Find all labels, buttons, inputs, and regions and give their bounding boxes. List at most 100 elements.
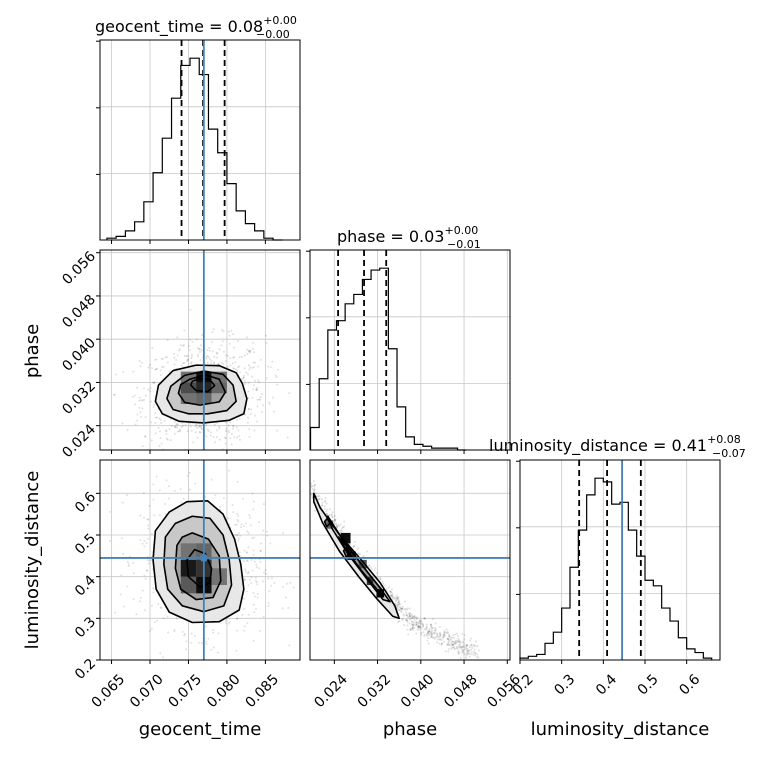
scatter-point [200, 349, 203, 352]
scatter-point [161, 366, 164, 369]
scatter-point [452, 640, 455, 643]
scatter-point [464, 653, 467, 656]
title-luminosity-distance-minus: −0.07 [712, 447, 746, 460]
scatter-point [230, 329, 233, 332]
scatter-point [334, 518, 337, 521]
scatter-point [256, 583, 259, 586]
scatter-point [139, 596, 142, 599]
scatter-point [250, 558, 253, 561]
scatter-point [423, 635, 426, 638]
scatter-point [210, 478, 213, 481]
scatter-point [418, 619, 421, 622]
scatter-point [157, 426, 160, 429]
scatter-point [340, 530, 343, 533]
scatter-point [469, 653, 472, 656]
scatter-point [258, 398, 261, 401]
scatter-point [416, 625, 419, 628]
scatter-point [311, 484, 314, 487]
scatter-point [411, 620, 414, 623]
scatter-point [252, 366, 255, 369]
scatter-point [397, 601, 400, 604]
scatter-point [292, 586, 295, 589]
scatter-point [449, 636, 452, 639]
scatter-point [153, 382, 156, 385]
scatter-point [409, 627, 412, 630]
scatter-point [126, 429, 129, 432]
scatter-point [230, 432, 233, 435]
scatter-point [173, 629, 176, 632]
scatter-point [465, 644, 468, 647]
scatter-point [455, 632, 458, 635]
scatter-point [313, 485, 316, 488]
scatter-point [120, 574, 123, 577]
scatter-point [224, 430, 227, 433]
scatter-point [313, 489, 316, 492]
scatter-point [209, 431, 212, 434]
scatter-point [215, 356, 218, 359]
scatter-point [186, 354, 189, 357]
density-cell [340, 532, 351, 544]
scatter-point [467, 652, 470, 655]
scatter-point [270, 577, 273, 580]
scatter-point [159, 418, 162, 421]
scatter-point [245, 371, 248, 374]
scatter-point [254, 414, 257, 417]
scatter-point [395, 599, 398, 602]
scatter-point [321, 498, 324, 501]
scatter-point [367, 565, 370, 568]
scatter-point [265, 377, 268, 380]
scatter-point [265, 334, 268, 337]
scatter-point [236, 480, 239, 483]
scatter-point [246, 560, 249, 563]
scatter-point [334, 519, 337, 522]
scatter-point [432, 627, 435, 630]
scatter-point [251, 537, 254, 540]
scatter-point [236, 629, 239, 632]
scatter-point [155, 368, 158, 371]
scatter-point [143, 609, 146, 612]
scatter-point [236, 617, 239, 620]
scatter-point [198, 641, 201, 644]
scatter-point [139, 365, 142, 368]
scatter-point [242, 629, 245, 632]
scatter-point [275, 376, 278, 379]
scatter-point [138, 406, 141, 409]
scatter-point [218, 348, 221, 351]
scatter-point [395, 604, 398, 607]
scatter-point [248, 578, 251, 581]
scatter-point [143, 539, 146, 542]
scatter-point [217, 362, 220, 365]
scatter-point [422, 631, 425, 634]
scatter-point [443, 631, 446, 634]
scatter-point [168, 427, 171, 430]
scatter-point [125, 494, 128, 497]
scatter-point [428, 630, 431, 633]
scatter-point [170, 424, 173, 427]
scatter-point [375, 572, 378, 575]
scatter-point [146, 569, 149, 572]
scatter-point [190, 632, 193, 635]
scatter-point [328, 508, 331, 511]
scatter-point [180, 501, 183, 504]
scatter-point [476, 645, 479, 648]
scatter-point [212, 328, 215, 331]
scatter-point [247, 571, 250, 574]
scatter-point [369, 566, 372, 569]
scatter-point [466, 644, 469, 647]
contour-line [154, 364, 248, 424]
scatter-point [232, 333, 235, 336]
scatter-point [459, 656, 462, 659]
scatter-point [214, 494, 217, 497]
scatter-point [430, 628, 433, 631]
scatter-point [398, 603, 401, 606]
scatter-point [213, 441, 216, 444]
scatter-point [281, 531, 284, 534]
scatter-point [205, 640, 208, 643]
scatter-point [244, 414, 247, 417]
scatter-point [406, 628, 409, 631]
scatter-point [140, 361, 143, 364]
scatter-point [456, 639, 459, 642]
scatter-point [447, 631, 450, 634]
scatter-point [187, 344, 190, 347]
scatter-point [196, 436, 199, 439]
